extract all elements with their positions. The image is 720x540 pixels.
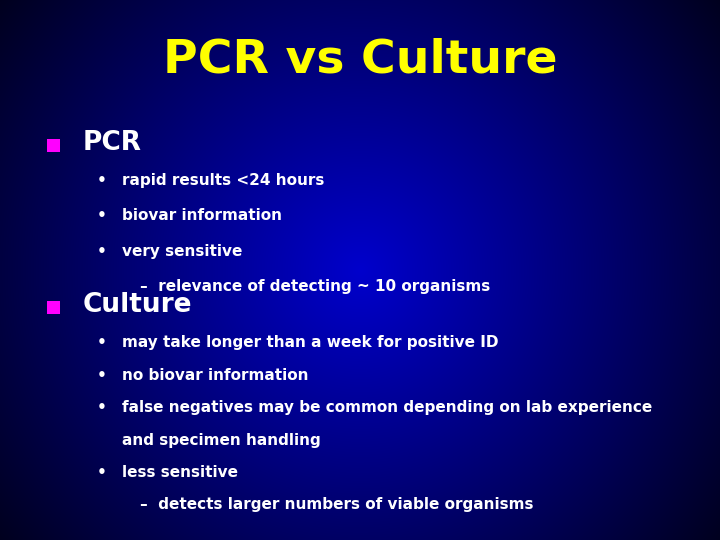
Text: PCR vs Culture: PCR vs Culture	[163, 38, 557, 83]
Text: very sensitive: very sensitive	[122, 244, 243, 259]
Text: •: •	[97, 400, 107, 415]
Text: Culture: Culture	[83, 292, 192, 318]
Text: •: •	[97, 244, 107, 259]
Text: •: •	[97, 208, 107, 224]
Text: rapid results <24 hours: rapid results <24 hours	[122, 173, 325, 188]
Text: less sensitive: less sensitive	[122, 465, 238, 480]
Text: •: •	[97, 368, 107, 383]
Text: PCR: PCR	[83, 130, 142, 156]
Text: –  detects larger numbers of viable organisms: – detects larger numbers of viable organ…	[140, 497, 534, 512]
FancyBboxPatch shape	[47, 301, 60, 314]
Text: no biovar information: no biovar information	[122, 368, 309, 383]
Text: •: •	[97, 173, 107, 188]
Text: and specimen handling: and specimen handling	[122, 433, 321, 448]
Text: •: •	[97, 335, 107, 350]
Text: biovar information: biovar information	[122, 208, 282, 224]
Text: false negatives may be common depending on lab experience: false negatives may be common depending …	[122, 400, 652, 415]
Text: •: •	[97, 465, 107, 480]
FancyBboxPatch shape	[47, 139, 60, 152]
Text: may take longer than a week for positive ID: may take longer than a week for positive…	[122, 335, 499, 350]
Text: –  relevance of detecting ~ 10 organisms: – relevance of detecting ~ 10 organisms	[140, 279, 490, 294]
